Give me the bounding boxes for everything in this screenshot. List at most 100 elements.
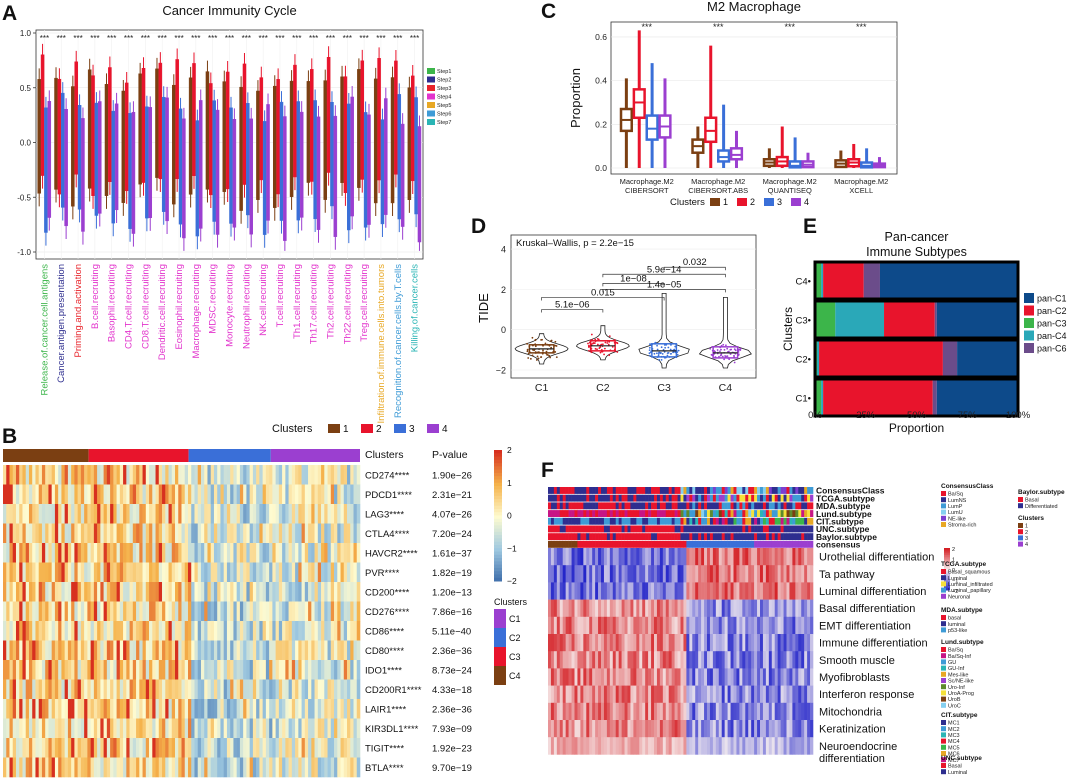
heatmap-cell bbox=[343, 523, 348, 544]
heatmap-cell bbox=[116, 601, 121, 622]
category-label: Macrophage.M2 bbox=[620, 177, 674, 186]
heatmap-cell bbox=[256, 465, 260, 485]
heatmap-cell bbox=[648, 582, 652, 600]
heatmap-cell bbox=[262, 465, 267, 485]
legend-step-label: Step4 bbox=[437, 95, 451, 101]
heatmap-cell bbox=[683, 599, 687, 618]
gene-label: CD276**** bbox=[365, 607, 410, 618]
heatmap-cell bbox=[278, 738, 283, 758]
heatmap-cell bbox=[200, 484, 205, 505]
annotation-cell bbox=[548, 525, 552, 533]
heatmap-cell bbox=[58, 601, 62, 622]
heatmap-cell bbox=[701, 565, 705, 583]
heatmap-cell bbox=[311, 582, 315, 602]
heatmap-cell bbox=[162, 699, 166, 719]
heatmap-cell bbox=[645, 737, 649, 755]
annotation-cell bbox=[683, 540, 687, 548]
heatmap-cell bbox=[742, 737, 746, 755]
annotation-cell bbox=[686, 510, 690, 517]
heatmap-cell bbox=[233, 582, 237, 602]
heatmap-cell bbox=[724, 616, 728, 635]
heatmap-cell bbox=[103, 543, 108, 563]
heatmap-cell bbox=[171, 621, 176, 641]
heatmap-cell bbox=[48, 757, 52, 778]
heatmap-cell bbox=[246, 543, 250, 563]
heatmap-cell bbox=[162, 601, 166, 622]
heatmap-cell bbox=[347, 621, 351, 641]
annotation-cell bbox=[771, 525, 776, 533]
annotation-cell bbox=[701, 510, 705, 517]
box-cluster-4 bbox=[283, 116, 287, 241]
heatmap-cell bbox=[645, 548, 649, 566]
annotation-cell bbox=[739, 510, 743, 517]
heatmap-cell bbox=[777, 668, 781, 686]
legend-title: TCGA.subtype bbox=[941, 561, 987, 568]
heatmap-cell bbox=[275, 465, 280, 485]
heatmap-cell bbox=[239, 465, 244, 485]
heatmap-cell bbox=[334, 757, 338, 778]
annotation-cell bbox=[659, 533, 664, 541]
annotation-cell bbox=[580, 510, 584, 517]
heatmap-cell bbox=[674, 616, 678, 635]
heatmap-cell bbox=[609, 685, 614, 704]
heatmap-cell bbox=[113, 621, 117, 641]
heatmap-cell bbox=[171, 699, 176, 719]
annotation-cell bbox=[627, 533, 631, 541]
heatmap-cell bbox=[754, 599, 758, 618]
heatmap-cell bbox=[347, 660, 351, 680]
heatmap-cell bbox=[22, 465, 27, 485]
heatmap-cell bbox=[659, 720, 664, 738]
heatmap-cell bbox=[145, 718, 150, 739]
heatmap-cell bbox=[592, 685, 596, 704]
heatmap-cell bbox=[757, 720, 761, 738]
heatmap-cell bbox=[136, 504, 140, 524]
heatmap-cell bbox=[246, 582, 250, 602]
panel-c-plot-area bbox=[610, 21, 898, 175]
heatmap-cell bbox=[568, 616, 572, 635]
heatmap-cell bbox=[97, 465, 101, 485]
legend-title: CIT.subtype bbox=[941, 712, 978, 719]
annotation-cell bbox=[645, 487, 649, 494]
heatmap-cell bbox=[262, 621, 267, 641]
annotation-cell bbox=[598, 517, 602, 525]
heatmap-cell bbox=[278, 523, 283, 544]
annotation-cell bbox=[615, 494, 619, 502]
heatmap-cell bbox=[28, 543, 33, 563]
heatmap-cell bbox=[768, 616, 773, 635]
y-tick-label: 2 bbox=[501, 285, 506, 295]
heatmap-cell bbox=[15, 523, 20, 544]
heatmap-cell bbox=[765, 668, 770, 686]
box-cluster-3 bbox=[363, 112, 368, 228]
heatmap-cell bbox=[249, 660, 254, 680]
heatmap-cell bbox=[129, 582, 134, 602]
annotation-cell bbox=[677, 510, 681, 517]
heatmap-cell bbox=[187, 504, 192, 524]
box-cluster-2 bbox=[343, 76, 348, 194]
box-cluster-4 bbox=[299, 111, 304, 218]
heatmap-cell bbox=[683, 668, 687, 686]
heatmap-cell bbox=[51, 640, 56, 661]
heatmap-cell bbox=[317, 582, 322, 602]
heatmap-cell bbox=[15, 562, 20, 583]
heatmap-cell bbox=[262, 504, 267, 524]
heatmap-cell bbox=[295, 679, 299, 700]
heatmap-cell bbox=[129, 523, 134, 544]
annotation-cell bbox=[571, 517, 575, 525]
annotation-cell bbox=[810, 502, 814, 510]
box-cluster-4 bbox=[165, 97, 169, 222]
legend-swatch bbox=[941, 744, 946, 750]
heatmap-cell bbox=[3, 757, 7, 778]
heatmap-cell bbox=[683, 565, 687, 583]
heatmap-cell bbox=[278, 484, 283, 505]
annotation-cell bbox=[618, 540, 622, 548]
heatmap-cell bbox=[9, 582, 14, 602]
heatmap-cell bbox=[194, 640, 199, 661]
heatmap-cell bbox=[692, 582, 696, 600]
heatmap-cell bbox=[665, 582, 670, 600]
heatmap-cell bbox=[223, 738, 228, 758]
p-value: 1.90e−26 bbox=[432, 470, 472, 481]
comparison-pvalue: 5.1e−06 bbox=[555, 300, 590, 311]
significance-stars: *** bbox=[40, 34, 49, 43]
heatmap-cell bbox=[48, 601, 52, 622]
heatmap-cell bbox=[93, 504, 98, 524]
